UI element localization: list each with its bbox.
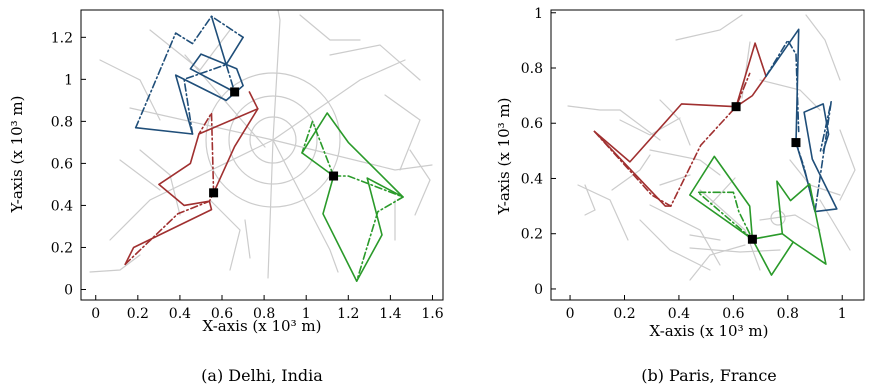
blue-route — [210, 15, 244, 66]
caption: (b) Paris, France — [641, 366, 777, 385]
x-tick-label: 0.8 — [253, 306, 275, 322]
x-tick-label: 1 — [302, 306, 311, 322]
x-tick-label: 1.4 — [379, 306, 401, 322]
y-tick-label: 0 — [64, 282, 73, 298]
y-tick-label: 0.8 — [521, 61, 543, 77]
x-tick-label: 0 — [91, 306, 100, 322]
plot-frame — [80, 9, 444, 301]
x-tick-label: 0.4 — [668, 306, 690, 322]
depot-marker — [209, 188, 219, 198]
y-tick-label: 0.4 — [521, 171, 543, 187]
red-route — [593, 72, 751, 207]
green-route — [301, 112, 404, 282]
x-axis-title: X-axis (x 10³ m) — [650, 322, 769, 340]
y-tick-label: 0.4 — [51, 198, 73, 214]
red-route — [124, 112, 215, 266]
green-route — [697, 191, 754, 240]
depots — [209, 87, 339, 198]
panel-paris: 0 0.2 0.4 0.6 0.8 1 0 0.2 0.4 0.6 0.8 1 X-axis (x 1… — [495, 6, 865, 385]
y-tick-label: 0.6 — [51, 156, 73, 172]
x-tick-label: 1.6 — [421, 306, 443, 322]
y-tick-label: 1.2 — [51, 30, 73, 46]
x-tick-label: 0.6 — [211, 306, 233, 322]
blue-route — [795, 103, 838, 213]
green-route — [332, 175, 404, 282]
blue-route — [765, 39, 800, 133]
depot-marker — [747, 234, 757, 244]
green-route — [751, 238, 795, 276]
blue-route — [134, 15, 244, 129]
x-axis-title: X-axis (x 10³ m) — [203, 317, 322, 335]
blue-route — [765, 28, 800, 144]
green-route — [751, 180, 827, 265]
caption: (a) Delhi, India — [201, 366, 323, 385]
green-route — [301, 120, 335, 177]
road-network — [89, 9, 433, 279]
green-route — [688, 155, 754, 240]
x-tick-label: 0.6 — [722, 306, 744, 322]
y-tick-label: 1 — [64, 72, 73, 88]
depots — [731, 102, 801, 244]
axis-ticks: 0 0.2 0.4 0.6 0.8 1 0 0.2 0.4 0.6 0.8 1 — [521, 6, 847, 322]
y-tick-label: 0.6 — [521, 116, 543, 132]
red-route — [593, 130, 672, 207]
y-tick-label: 0.8 — [51, 114, 73, 130]
depot-marker — [329, 171, 339, 181]
depot-marker — [230, 87, 240, 97]
y-tick-label: 1 — [534, 6, 543, 22]
red-route — [124, 91, 259, 266]
routes — [593, 28, 838, 276]
panel-delhi: 0 0.2 0.4 0.6 0.8 1 1.2 1.4 1.6 0 0.2 0.4 0.6 0.8 1 1.2… — [8, 9, 444, 385]
red-route — [212, 108, 259, 194]
blue-route — [183, 63, 236, 135]
blue-route — [795, 100, 833, 213]
blue-route — [134, 53, 244, 135]
x-tick-label: 1 — [838, 306, 847, 322]
y-tick-label: 0 — [534, 282, 543, 298]
depot-marker — [791, 138, 801, 148]
x-tick-label: 0.2 — [613, 306, 635, 322]
x-tick-label: 0.8 — [777, 306, 799, 322]
axis-ticks: 0 0.2 0.4 0.6 0.8 1 1.2 1.4 1.6 0 0.2 0.4 0.6 0.8 1 1.2 — [51, 30, 444, 322]
x-tick-label: 0.2 — [127, 306, 149, 322]
y-tick-label: 0.2 — [521, 227, 543, 243]
road-network — [567, 14, 856, 281]
depot-marker — [731, 102, 741, 112]
routes — [124, 15, 404, 282]
y-axis-title: Y-axis (x 10³ m) — [495, 97, 513, 215]
x-tick-label: 0.4 — [169, 306, 191, 322]
y-axis-title: Y-axis (x 10³ m) — [8, 95, 26, 213]
y-tick-label: 0.2 — [51, 240, 73, 256]
x-tick-label: 1.2 — [337, 306, 359, 322]
plot-frame — [550, 9, 865, 301]
x-tick-label: 0 — [566, 306, 575, 322]
red-route — [593, 42, 767, 163]
